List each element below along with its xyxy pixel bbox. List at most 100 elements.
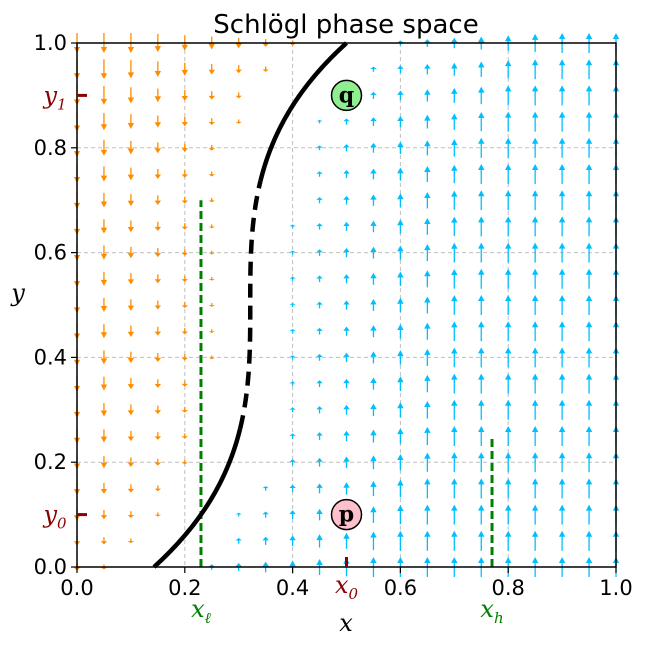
arrow-head — [505, 60, 512, 67]
arrow-head — [478, 190, 485, 197]
arrow-head — [343, 430, 350, 436]
arrow-head — [100, 410, 108, 417]
arrow-head — [424, 217, 431, 224]
arrow-head — [316, 559, 323, 566]
arrow-head — [397, 245, 404, 252]
field-arrow-up — [558, 478, 566, 499]
field-arrow-up — [585, 85, 593, 106]
arrow-head — [316, 457, 323, 462]
arrow-head — [100, 227, 108, 234]
field-arrow-up — [316, 119, 323, 124]
arrow-head — [154, 514, 162, 517]
arrow-head — [558, 190, 566, 197]
arrow-head — [100, 462, 108, 469]
arrow-head — [154, 305, 162, 310]
arrow-head — [181, 436, 188, 439]
arrow-head — [478, 295, 485, 301]
field-arrow-up — [316, 406, 323, 414]
field-arrow-up — [558, 137, 566, 158]
field-arrow-up — [397, 402, 404, 418]
field-arrow-up — [585, 242, 593, 263]
y-tick-label: 0.4 — [34, 345, 67, 369]
arrow-head — [397, 530, 404, 537]
field-arrow-down — [100, 192, 108, 208]
field-arrow-up — [289, 510, 296, 520]
field-arrow-up — [424, 504, 431, 525]
field-arrow-down — [154, 326, 162, 336]
arrow-head — [478, 530, 485, 537]
arrow-head — [397, 40, 404, 43]
arrow-head — [585, 111, 593, 118]
field-arrow-down — [100, 85, 108, 105]
arrow-head — [370, 325, 377, 331]
arrow-head — [370, 455, 377, 462]
arrow-head — [478, 347, 485, 354]
field-arrow-up — [451, 373, 458, 394]
arrow-head — [531, 164, 539, 170]
field-arrow-down — [100, 166, 108, 182]
field-arrow-up — [531, 530, 539, 551]
arrow-head — [451, 321, 458, 328]
field-arrow-up — [424, 64, 431, 75]
field-arrow-up — [370, 117, 377, 126]
field-arrow-down — [127, 194, 135, 207]
arrow-head — [262, 561, 269, 567]
arrow-head — [208, 95, 215, 100]
arrow-head — [558, 111, 566, 118]
field-arrow-down — [127, 484, 135, 493]
arrow-head — [208, 564, 215, 567]
arrow-head — [397, 402, 404, 409]
arrow-head — [316, 483, 323, 488]
arrow-head — [262, 69, 269, 72]
field-arrow-up — [505, 268, 512, 289]
arrow-head — [558, 399, 566, 406]
arrow-head — [289, 560, 296, 567]
arrow-head — [181, 331, 188, 335]
field-arrow-down — [127, 430, 135, 442]
field-arrow-down — [208, 118, 215, 126]
field-arrow-down — [181, 354, 188, 361]
field-arrow-up — [531, 59, 539, 80]
arrow-head — [289, 381, 296, 384]
field-arrow-up — [478, 557, 485, 577]
field-arrow-up — [343, 430, 350, 442]
arrow-head — [343, 326, 350, 331]
field-arrow-up — [585, 478, 593, 499]
field-arrow-up — [397, 167, 404, 181]
field-arrow-up — [451, 452, 458, 473]
field-arrow-up — [558, 111, 566, 132]
field-arrow-down — [100, 112, 108, 131]
arrow-head — [181, 148, 188, 152]
arrow-head — [370, 351, 377, 357]
arrow-head — [505, 137, 512, 144]
field-arrow-down — [208, 63, 215, 75]
guide-lines — [199, 200, 494, 567]
field-arrow-up — [558, 321, 566, 342]
field-arrow-up — [558, 85, 566, 106]
field-arrow-up — [289, 381, 296, 386]
s-curve — [152, 41, 349, 569]
field-arrow-up — [585, 190, 593, 211]
arrow-head — [181, 122, 188, 127]
arrow-head — [262, 486, 269, 489]
field-arrow-down — [208, 171, 215, 177]
field-arrow-up — [316, 145, 323, 151]
arrow-head — [505, 164, 512, 170]
arrow-head — [316, 508, 323, 515]
field-arrow-down — [181, 275, 188, 282]
arrow-head — [585, 137, 593, 144]
arrow-head — [100, 175, 108, 182]
arrow-head — [181, 95, 188, 101]
field-arrow-up — [478, 216, 485, 237]
arrow-head — [343, 195, 350, 200]
arrow-head — [100, 201, 108, 208]
arrow-head — [343, 274, 350, 279]
field-arrow-down — [127, 511, 135, 518]
field-arrow-up — [343, 195, 350, 205]
arrow-head — [289, 407, 296, 410]
arrow-head — [558, 426, 566, 432]
field-arrow-up — [451, 216, 458, 237]
field-arrow-up — [451, 295, 458, 315]
field-arrow-up — [424, 530, 431, 551]
arrow-head — [370, 506, 377, 513]
